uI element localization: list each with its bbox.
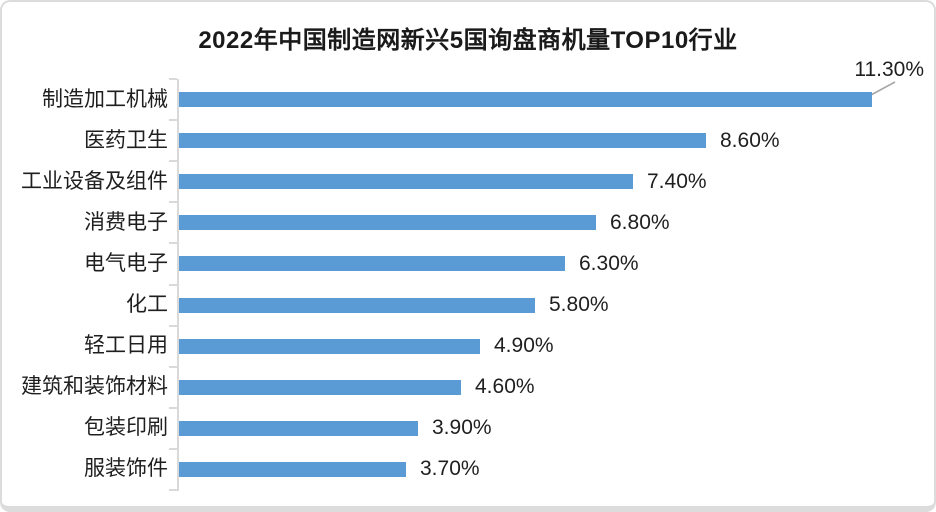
bar (179, 339, 480, 354)
value-label: 6.80% (610, 211, 670, 234)
category-label: 消费电子 (84, 211, 168, 234)
axis-tick (169, 407, 177, 409)
axis-tick (169, 448, 177, 450)
bar (179, 380, 461, 395)
bar (179, 421, 418, 436)
axis-tick (169, 489, 177, 491)
bar (179, 92, 872, 107)
category-label: 工业设备及组件 (21, 170, 168, 193)
axis-tick (169, 119, 177, 121)
bar (179, 174, 633, 189)
bar (179, 462, 406, 477)
axis-tick (169, 201, 177, 203)
category-label: 包装印刷 (84, 416, 168, 439)
category-label: 建筑和装饰材料 (21, 375, 168, 398)
category-label: 轻工日用 (84, 334, 168, 357)
value-label: 3.70% (420, 457, 480, 480)
bar (179, 256, 565, 271)
value-label: 4.90% (494, 334, 554, 357)
y-axis-line (177, 79, 179, 491)
category-label: 制造加工机械 (42, 88, 168, 111)
value-label: 8.60% (720, 129, 780, 152)
axis-tick (169, 325, 177, 327)
chart-title: 2022年中国制造网新兴5国询盘商机量TOP10行业 (198, 27, 738, 54)
bar (179, 298, 535, 313)
bar (179, 133, 706, 148)
category-label: 电气电子 (84, 252, 168, 275)
axis-tick (169, 78, 177, 80)
value-label: 7.40% (647, 170, 707, 193)
axis-tick (169, 242, 177, 244)
value-label: 3.90% (432, 416, 492, 439)
value-label: 5.80% (549, 293, 609, 316)
axis-tick (169, 160, 177, 162)
category-label: 医药卫生 (84, 129, 168, 152)
value-label: 6.30% (579, 252, 639, 275)
category-label: 化工 (126, 293, 168, 316)
category-label: 服装饰件 (84, 457, 168, 480)
axis-tick (169, 366, 177, 368)
bar (179, 215, 596, 230)
axis-tick (169, 284, 177, 286)
value-label: 4.60% (475, 375, 535, 398)
value-label: 11.30% (854, 58, 924, 81)
